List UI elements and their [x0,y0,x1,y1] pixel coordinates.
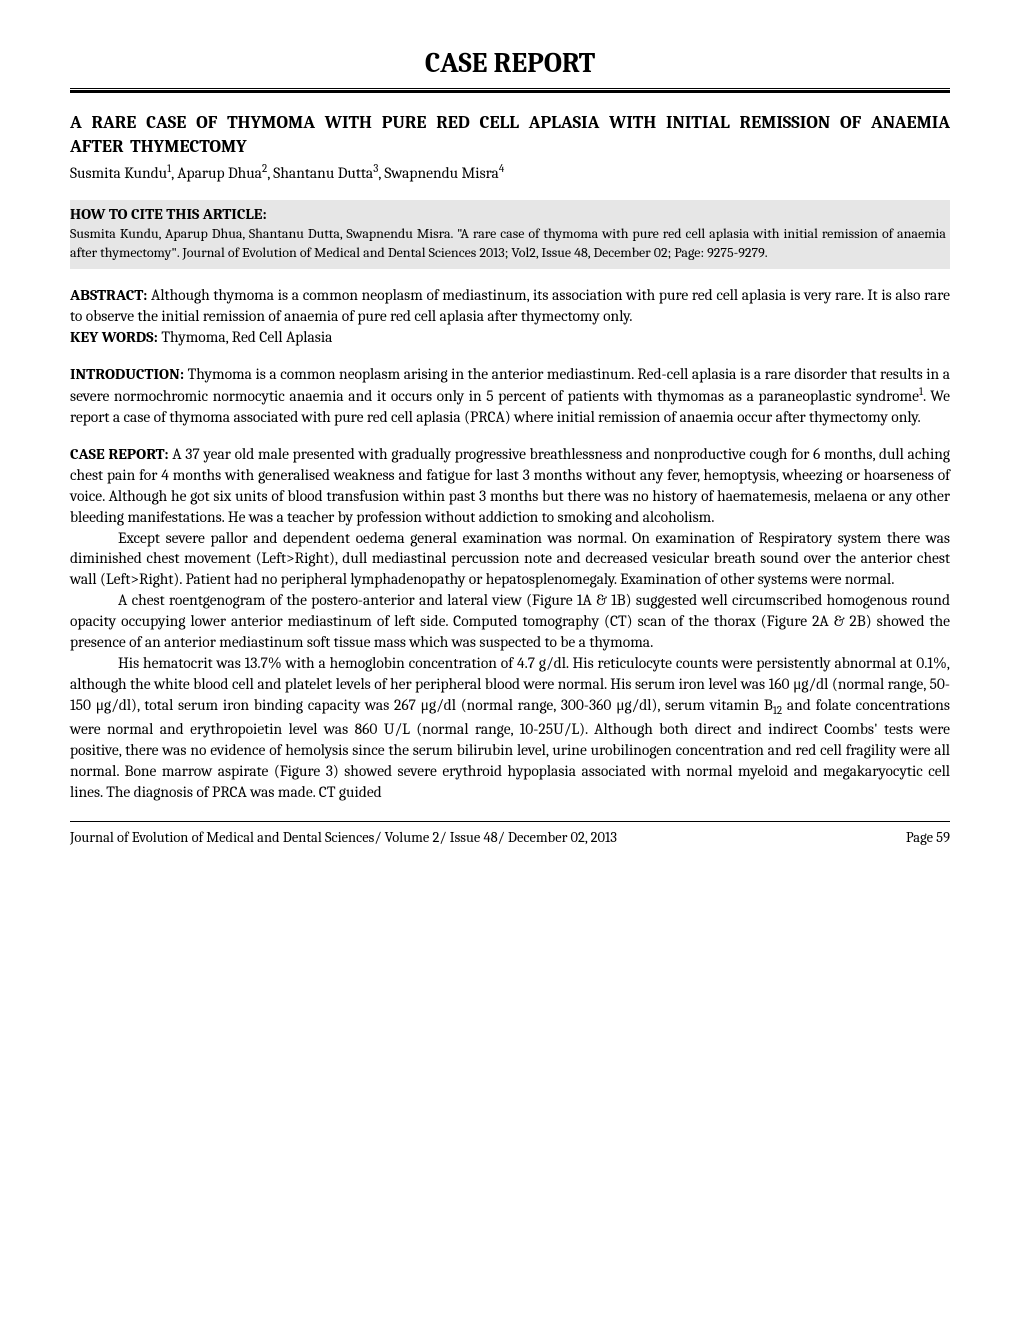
case-report-block: CASE REPORT: A 37 year old male presente… [70,444,950,803]
citation-box: HOW TO CITE THIS ARTICLE: Susmita Kundu,… [70,200,950,269]
case-para-4: His hematocrit was 13.7% with a hemoglob… [70,653,950,802]
footer: Journal of Evolution of Medical and Dent… [70,828,950,848]
case-para-1: CASE REPORT: A 37 year old male presente… [70,444,950,528]
abstract-block: ABSTRACT: Although thymoma is a common n… [70,285,950,348]
abstract-text: Although thymoma is a common neoplasm of… [70,286,950,325]
case-report-label: CASE REPORT: [70,445,169,463]
footer-rule [70,821,950,822]
case-text-1: A 37 year old male presented with gradua… [70,445,950,526]
citation-heading: HOW TO CITE THIS ARTICLE: [70,204,946,225]
header-rule [70,88,950,93]
citation-text: Susmita Kundu, Aparup Dhua, Shantanu Dut… [70,225,946,263]
authors: Susmita Kundu1, Aparup Dhua2, Shantanu D… [70,162,950,184]
footer-journal: Journal of Evolution of Medical and Dent… [70,828,617,848]
keywords-label: KEY WORDS: [70,328,158,346]
article-title: A RARE CASE OF THYMOMA WITH PURE RED CEL… [70,111,950,160]
keywords-text: Thymoma, Red Cell Aplasia [158,328,333,346]
abstract-label: ABSTRACT: [70,286,147,304]
case-para-3: A chest roentgenogram of the postero-ant… [70,590,950,653]
footer-page: Page 59 [906,828,950,848]
section-header: CASE REPORT [70,45,950,83]
introduction-block: INTRODUCTION: Thymoma is a common neopla… [70,364,950,428]
case-para-2: Except severe pallor and dependent oedem… [70,528,950,591]
introduction-label: INTRODUCTION: [70,365,184,383]
introduction-text: Thymoma is a common neoplasm arising in … [70,365,950,426]
